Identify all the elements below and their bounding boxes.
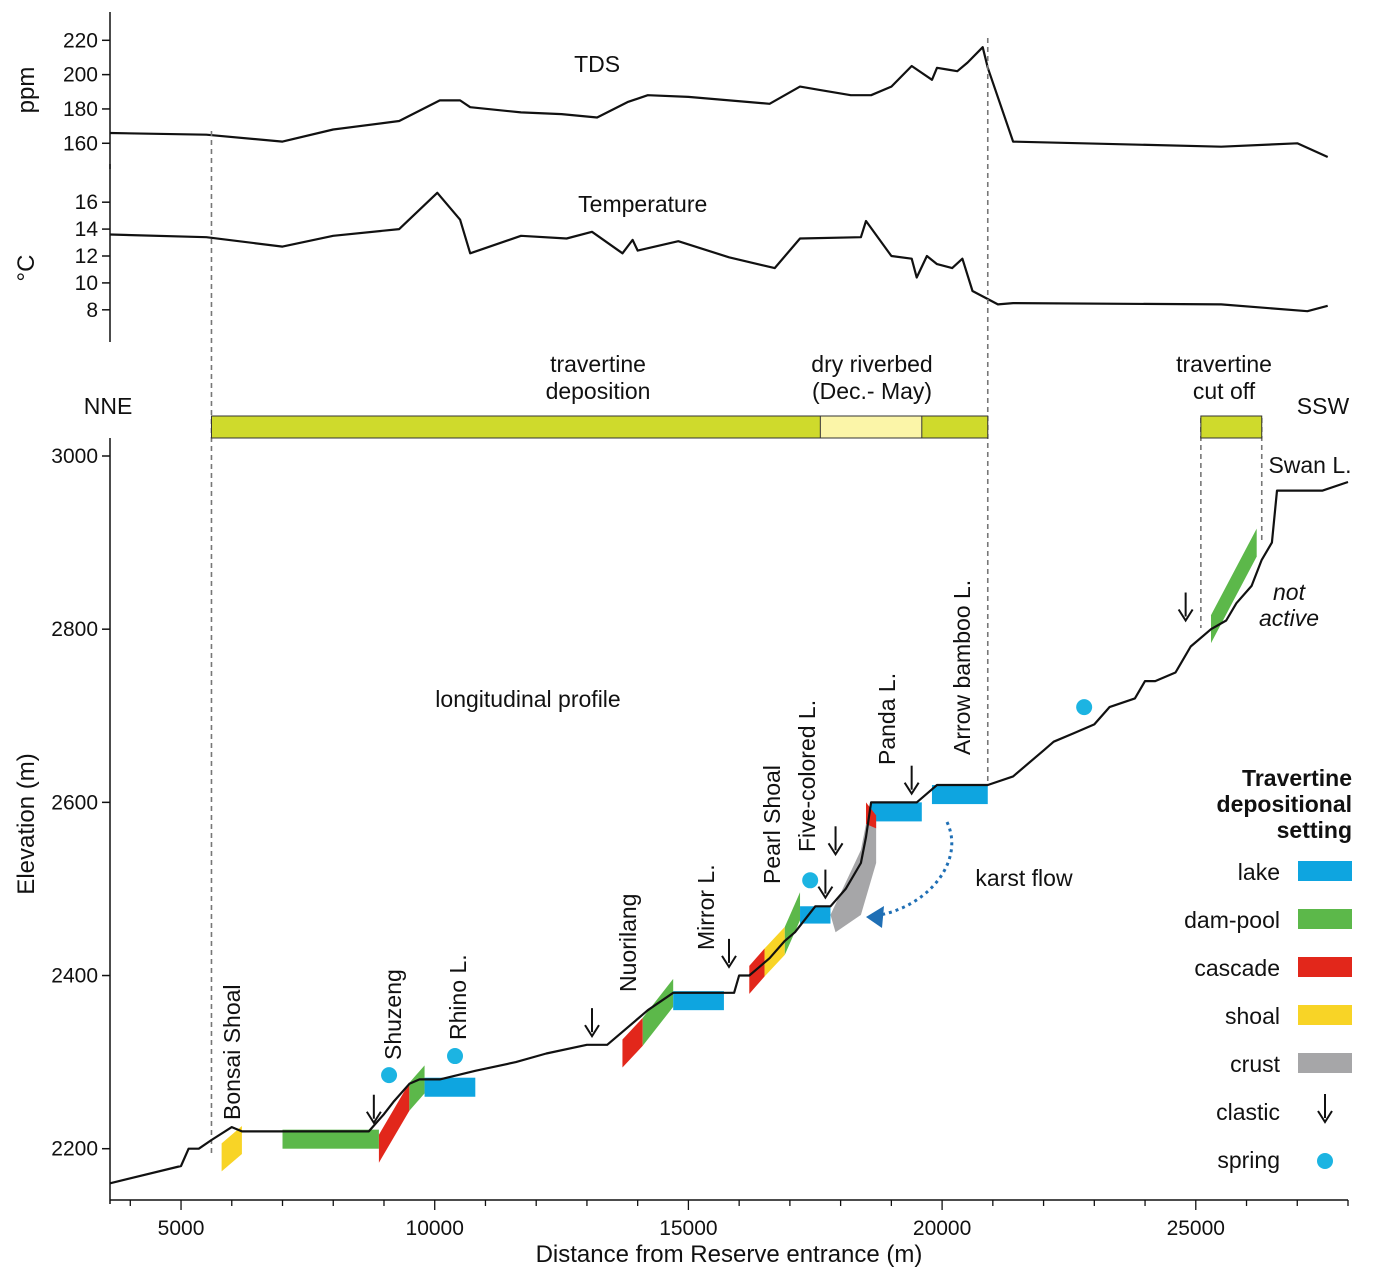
clastic-arrow-head — [584, 1024, 600, 1039]
travertine-deposition-label: travertine — [550, 351, 646, 377]
legend-swatch-crust — [1298, 1053, 1352, 1073]
tds-y-axis-title: ppm — [13, 67, 40, 114]
lake-block — [424, 1077, 476, 1097]
dry-riverbed-bar — [819, 415, 923, 439]
tds-y-tick-label: 180 — [63, 98, 98, 121]
site-label: Bonsai Shoal — [219, 984, 245, 1120]
temp-y-tick-label: 10 — [75, 272, 98, 295]
clastic-arrow-head — [827, 842, 844, 857]
x-tick-label: 15000 — [659, 1217, 717, 1240]
x-tick-label: 10000 — [406, 1217, 464, 1240]
spring-marker — [447, 1048, 464, 1065]
cascade-block — [622, 1017, 643, 1068]
clastic-arrow-head — [903, 782, 920, 796]
clastic-arrow-head — [817, 886, 834, 900]
legend-label: clastic — [1216, 1099, 1280, 1125]
x-tick-label: 5000 — [158, 1217, 205, 1240]
x-tick-label: 25000 — [1167, 1217, 1225, 1240]
x-axis-title: Distance from Reserve entrance (m) — [536, 1241, 923, 1268]
legend-label: dam-pool — [1184, 907, 1280, 933]
longitudinal-profile-line — [109, 480, 1349, 1185]
travertine-cutoff-bar — [1200, 415, 1263, 439]
travertine-deposition-bar — [210, 415, 989, 439]
clastic-arrow-head — [1177, 608, 1194, 623]
tds-y-tick-label: 200 — [63, 64, 98, 87]
not-active-label: not — [1273, 579, 1307, 605]
legend-swatch-shoal — [1298, 1005, 1352, 1025]
tds-y-tick-label: 220 — [63, 29, 98, 52]
direction-ssw-label: SSW — [1297, 393, 1350, 419]
karst-flow-arrowhead — [866, 906, 884, 928]
tds-y-tick-label: 160 — [63, 132, 98, 155]
temp-y-tick-label: 8 — [86, 299, 98, 322]
site-label: Five-colored L. — [794, 700, 820, 852]
legend-label: shoal — [1225, 1003, 1280, 1029]
legend-label: spring — [1217, 1147, 1280, 1173]
direction-nne-label: NNE — [84, 393, 133, 419]
temp-y-tick-label: 16 — [75, 191, 98, 214]
travertine-deposition-label: deposition — [546, 378, 651, 404]
lake-block — [931, 785, 988, 805]
travertine-cutoff-label: travertine — [1176, 351, 1272, 377]
temperature-annotation: Temperature — [578, 191, 707, 217]
x-tick-label: 20000 — [913, 1217, 971, 1240]
cascade-block — [749, 948, 765, 994]
site-label: Mirror L. — [693, 864, 719, 950]
legend-label: cascade — [1194, 955, 1280, 981]
dam-pool-block — [784, 892, 801, 955]
legend-swatch-cascade — [1298, 957, 1352, 977]
dam-pool-block — [1211, 528, 1257, 644]
site-label: Rhino L. — [445, 954, 471, 1040]
elevation-y-tick-label: 3000 — [51, 445, 98, 468]
travertine-cutoff-label: cut off — [1193, 378, 1256, 404]
legend-title: Travertine — [1242, 765, 1352, 791]
dam-pool-block — [409, 1065, 425, 1111]
elevation-y-tick-label: 2600 — [51, 791, 98, 814]
tds-line — [109, 46, 1329, 159]
dam-pool-block — [642, 978, 674, 1046]
dry-riverbed-label: (Dec.- May) — [812, 378, 932, 404]
temperature-line — [109, 191, 1328, 313]
clastic-arrow-head — [365, 1111, 382, 1125]
temp-y-axis-title: °C — [13, 255, 40, 282]
legend-swatch-dam-pool — [1298, 909, 1352, 929]
legend-title: setting — [1277, 817, 1352, 843]
lake-block — [673, 991, 724, 1011]
elevation-y-tick-label: 2400 — [51, 965, 98, 988]
tds-annotation: TDS — [574, 51, 620, 77]
dry-riverbed-label: dry riverbed — [811, 351, 932, 377]
spring-marker — [381, 1067, 398, 1084]
legend-label: lake — [1238, 859, 1280, 885]
elevation-y-tick-label: 2800 — [51, 618, 98, 641]
legend-title: depositional — [1217, 791, 1352, 817]
spring-marker — [802, 872, 819, 889]
dam-pool-block — [282, 1129, 379, 1149]
lake-block — [800, 906, 831, 924]
not-active-label: active — [1259, 605, 1319, 631]
legend-spring-dot — [1317, 1153, 1333, 1169]
site-label: Nuorilang — [615, 894, 641, 992]
site-label: Pearl Shoal — [759, 765, 785, 884]
clastic-arrow-head — [721, 955, 737, 969]
longitudinal-profile-annotation: longitudinal profile — [435, 686, 620, 712]
shoal-block — [221, 1126, 242, 1172]
site-label: Panda L. — [874, 673, 900, 765]
site-label: Shuzeng — [380, 969, 406, 1060]
lake-block — [871, 802, 922, 822]
elevation-y-axis-title: Elevation (m) — [13, 753, 40, 894]
site-label: Arrow bamboo L. — [949, 580, 975, 755]
spring-marker — [1076, 699, 1093, 716]
karst-flow-arrow — [879, 821, 954, 917]
legend-swatch-lake — [1298, 861, 1352, 881]
temp-y-tick-label: 14 — [75, 218, 99, 241]
temp-y-tick-label: 12 — [75, 245, 98, 268]
elevation-y-tick-label: 2200 — [51, 1138, 98, 1161]
karst-flow-label: karst flow — [975, 865, 1073, 891]
cascade-block — [378, 1082, 410, 1163]
site-label: Swan L. — [1268, 452, 1351, 478]
legend-clastic-arrow-head — [1317, 1110, 1333, 1124]
legend-label: crust — [1230, 1051, 1280, 1077]
